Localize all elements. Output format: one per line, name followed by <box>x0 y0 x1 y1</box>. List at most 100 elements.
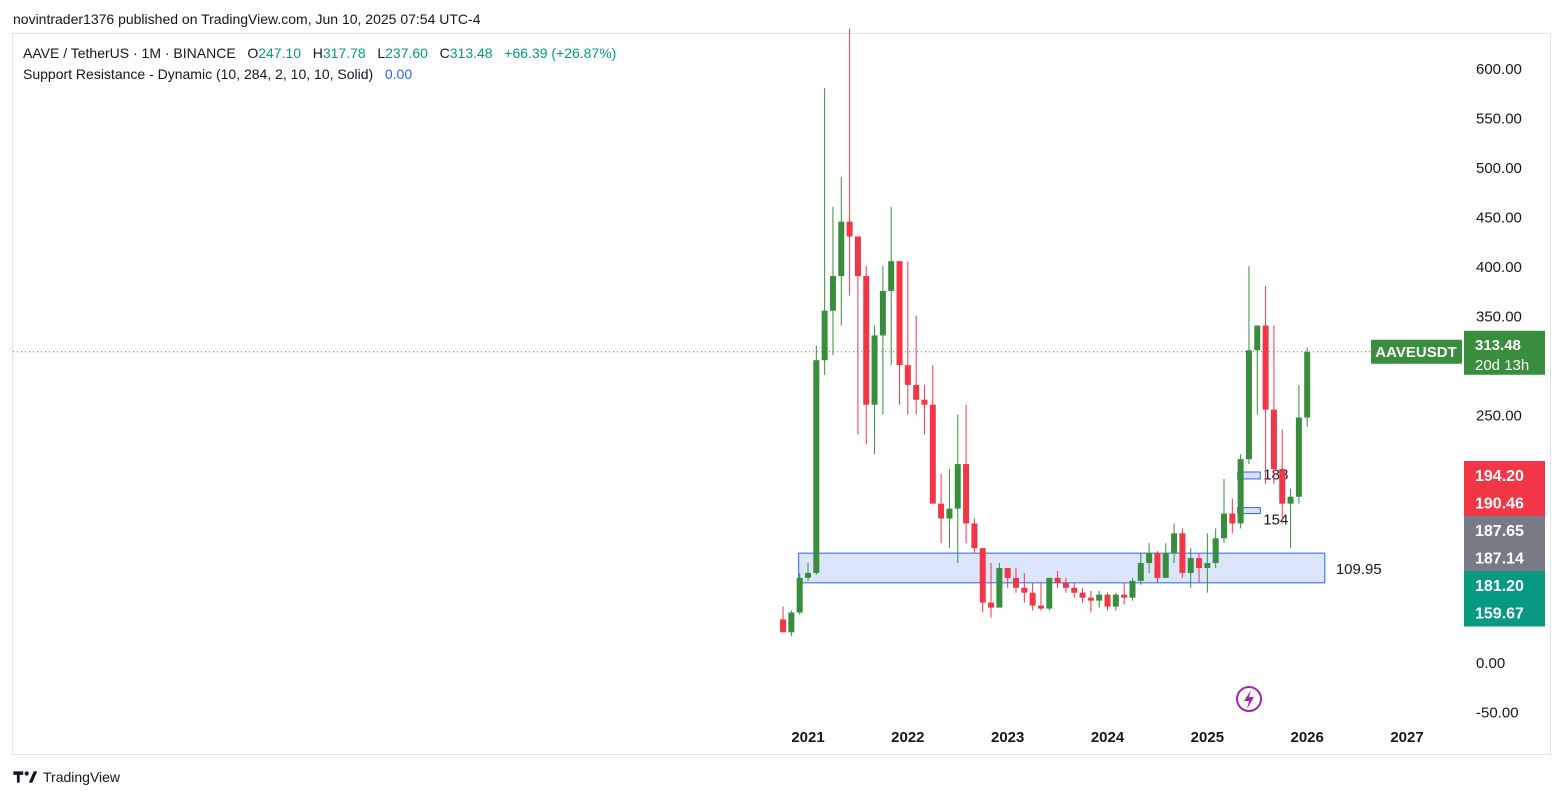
candle-down[interactable] <box>1229 498 1236 534</box>
candle-down[interactable] <box>780 606 787 633</box>
candle-down[interactable] <box>1104 592 1111 611</box>
candle-body <box>1304 351 1311 418</box>
candle-down[interactable] <box>1004 567 1011 588</box>
candle-up[interactable] <box>838 177 845 326</box>
candle-body <box>1295 417 1302 497</box>
flash-icon[interactable] <box>1236 686 1262 712</box>
candle-down[interactable] <box>1013 567 1019 593</box>
candle-body <box>1237 459 1244 524</box>
candle-up[interactable] <box>1295 384 1302 504</box>
candle-up[interactable] <box>813 345 820 575</box>
candle-body <box>1179 533 1186 573</box>
candle-up[interactable] <box>879 266 886 415</box>
candle-up[interactable] <box>1204 533 1211 593</box>
countdown-label: 20d 13h <box>1475 357 1529 374</box>
candle-up[interactable] <box>888 206 895 366</box>
flash-icon-ring <box>1236 686 1262 712</box>
candle-down[interactable] <box>854 236 861 435</box>
axis-tag <box>1464 571 1545 599</box>
candle-body <box>813 360 820 573</box>
candle-up[interactable] <box>946 469 953 549</box>
candle-up[interactable] <box>996 563 1003 608</box>
candle-body <box>996 567 1003 608</box>
candle-up[interactable] <box>1287 488 1294 549</box>
candle-up[interactable] <box>1254 325 1261 415</box>
candle-up[interactable] <box>788 610 795 637</box>
symbol-legend[interactable]: AAVE / TetherUS · 1M · BINANCE O247.10 H… <box>23 45 616 61</box>
candle-up[interactable] <box>1137 553 1144 585</box>
candle-down[interactable] <box>1079 587 1086 603</box>
open-label: O <box>247 45 259 61</box>
candle-down[interactable] <box>1037 582 1044 611</box>
indicator-legend[interactable]: Support Resistance - Dynamic (10, 284, 2… <box>23 66 412 82</box>
candle-down[interactable] <box>1279 429 1286 524</box>
candle-up[interactable] <box>1112 592 1119 611</box>
candle-up[interactable] <box>829 206 836 356</box>
candle-up[interactable] <box>1146 543 1153 573</box>
candle-body <box>1162 553 1169 578</box>
candle-up[interactable] <box>1096 590 1103 608</box>
candle-body <box>1104 594 1111 607</box>
candle-down[interactable] <box>921 384 928 435</box>
last-price-tag[interactable] <box>1464 330 1545 375</box>
y-tick-label: 0.00 <box>1476 655 1505 672</box>
candle-down[interactable] <box>1262 285 1269 484</box>
candle-down[interactable] <box>1021 572 1028 603</box>
candle-body <box>821 310 828 361</box>
candle-down[interactable] <box>1196 553 1203 583</box>
candle-body <box>1204 563 1211 568</box>
candle-up[interactable] <box>821 88 828 376</box>
candle-body <box>846 221 853 237</box>
candle-up[interactable] <box>1304 347 1311 427</box>
candle-up[interactable] <box>1046 577 1053 611</box>
candle-down[interactable] <box>1179 528 1186 578</box>
candle-up[interactable] <box>796 572 803 615</box>
candle-body <box>1046 577 1053 609</box>
candle-up[interactable] <box>1162 543 1169 578</box>
tradingview-footer[interactable]: TradingView <box>13 769 120 785</box>
symbol-price-tag[interactable] <box>1371 339 1462 364</box>
candle-down[interactable] <box>929 365 936 504</box>
high-label: H <box>312 45 323 61</box>
candle-down[interactable] <box>1054 570 1061 588</box>
candle-up[interactable] <box>1171 523 1178 564</box>
candle-up[interactable] <box>1212 528 1219 568</box>
candle-down[interactable] <box>896 261 903 405</box>
chart-frame <box>12 33 1551 755</box>
candle-down[interactable] <box>963 404 970 544</box>
candle-down[interactable] <box>1029 582 1036 611</box>
candle-down[interactable] <box>988 563 995 618</box>
axis-tag-label: 194.20 <box>1475 468 1524 485</box>
candle-up[interactable] <box>1237 454 1244 529</box>
support-zone[interactable] <box>798 552 1326 584</box>
candle-up[interactable] <box>1221 478 1227 544</box>
candle-down[interactable] <box>1087 590 1094 613</box>
candle-down[interactable] <box>1071 582 1078 598</box>
candle-up[interactable] <box>1129 577 1136 601</box>
candle-up[interactable] <box>954 414 961 564</box>
candle-down[interactable] <box>971 518 978 554</box>
mini-zone-label: 154 <box>1263 512 1288 529</box>
candle-down[interactable] <box>1154 551 1161 583</box>
candle-down[interactable] <box>846 28 853 296</box>
candle-body <box>1254 325 1261 351</box>
candle-down[interactable] <box>1121 582 1128 605</box>
candle-down[interactable] <box>979 548 986 613</box>
low-value: 237.60 <box>385 45 428 61</box>
candle-up[interactable] <box>805 563 811 581</box>
candle-body <box>1229 513 1236 524</box>
candle-up[interactable] <box>871 325 878 455</box>
candle-body <box>1112 594 1119 607</box>
candle-down[interactable] <box>863 266 870 445</box>
axis-tag <box>1464 488 1545 517</box>
candle-down[interactable] <box>1062 577 1069 593</box>
axis-tag-label: 159.67 <box>1475 606 1524 623</box>
candle-down[interactable] <box>904 261 911 415</box>
candle-down[interactable] <box>913 315 920 415</box>
candle-up[interactable] <box>1187 548 1194 588</box>
candle-down[interactable] <box>938 473 945 544</box>
candle-down[interactable] <box>1270 325 1277 484</box>
candle-up[interactable] <box>1245 266 1252 465</box>
